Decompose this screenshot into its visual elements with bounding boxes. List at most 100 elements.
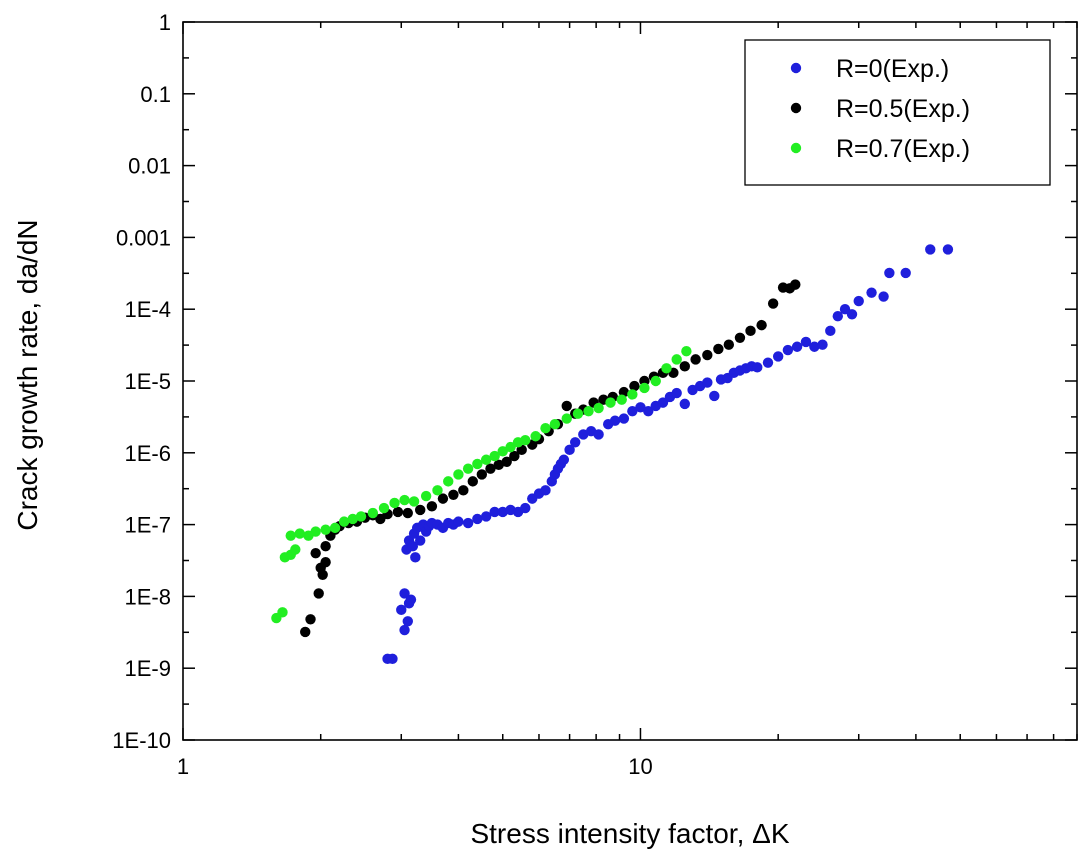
y-tick-label: 0.1 [140, 82, 171, 107]
data-point [489, 450, 500, 462]
data-point [878, 291, 889, 302]
y-tick-label: 1E-8 [125, 584, 171, 609]
data-point [505, 441, 516, 453]
y-tick-label: 1E-7 [125, 513, 171, 538]
legend-label: R=0(Exp.) [836, 55, 949, 83]
data-point [317, 569, 328, 580]
data-point [650, 375, 661, 387]
data-point [489, 506, 500, 518]
data-point [564, 444, 575, 456]
data-point [635, 402, 646, 413]
legend-marker [790, 102, 802, 114]
data-point [709, 390, 720, 402]
data-point [627, 405, 638, 417]
data-point [723, 339, 735, 350]
data-point [285, 530, 296, 541]
data-point [378, 502, 390, 514]
data-point [402, 507, 413, 519]
data-point [846, 309, 858, 320]
data-point [671, 387, 682, 399]
data-point [387, 653, 398, 665]
data-point [657, 397, 669, 408]
data-point [530, 431, 541, 442]
data-point [509, 450, 520, 462]
data-point [825, 325, 836, 337]
data-point [942, 244, 954, 255]
data-point [679, 398, 690, 410]
y-tick-label: 0.01 [128, 154, 171, 179]
axes: 1 10 1 0.1 0.01 0.001 1E-4 1E-5 1E-6 1E-7 1E-8 1E-9… [112, 10, 1078, 779]
data-point [643, 405, 654, 417]
data-point [476, 469, 488, 480]
y-tick-label: 0.001 [116, 225, 171, 250]
data-point [832, 310, 844, 322]
data-point [734, 332, 746, 343]
data-point [561, 400, 572, 412]
data-point [437, 493, 449, 504]
data-point [320, 541, 331, 552]
data-point [399, 494, 410, 506]
data-point [756, 319, 767, 331]
data-point [405, 594, 417, 605]
data-point [472, 458, 483, 470]
data-point [448, 489, 459, 501]
data-point [399, 588, 410, 599]
data-point [294, 528, 305, 539]
legend: R=0(Exp.) R=0.5(Exp.) R=0.7(Exp.) [744, 39, 1051, 186]
data-point [338, 516, 350, 527]
data-point [520, 502, 531, 514]
series-1 [300, 279, 801, 638]
data-point [432, 485, 443, 496]
data-point [407, 541, 419, 552]
data-point [616, 394, 627, 405]
data-point [300, 626, 311, 638]
data-point [549, 419, 561, 430]
data-point [443, 476, 454, 487]
data-point [702, 377, 713, 388]
data-point [866, 287, 877, 298]
data-point [679, 361, 690, 372]
data-point [402, 616, 413, 627]
x-tick-label: 1 [177, 754, 189, 779]
data-point [884, 267, 895, 279]
data-point [415, 535, 426, 546]
x-tick-label: 10 [628, 754, 652, 779]
legend-label: R=0.5(Exp.) [836, 95, 970, 123]
data-point [410, 552, 421, 563]
data-point [925, 244, 936, 255]
data-point [347, 513, 358, 525]
data-point [540, 423, 551, 434]
data-point [745, 325, 756, 337]
data-point [853, 295, 864, 307]
data-point [627, 389, 638, 400]
data-point [320, 556, 331, 568]
y-tick-label: 1E-4 [125, 297, 171, 322]
data-point [480, 511, 492, 522]
data-points [271, 244, 954, 665]
data-point [313, 588, 324, 599]
data-point [493, 459, 504, 471]
data-point [593, 429, 604, 440]
data-point [426, 501, 438, 512]
data-point [389, 497, 400, 509]
data-point [578, 429, 589, 440]
data-point [772, 351, 784, 362]
data-point [609, 415, 621, 426]
data-point [329, 522, 341, 534]
data-point [497, 506, 508, 518]
data-point [790, 279, 801, 290]
data-point [583, 405, 594, 417]
data-point [752, 362, 763, 373]
y-tick-label: 1E-6 [125, 441, 171, 466]
data-point [791, 341, 803, 352]
data-point [690, 354, 701, 365]
legend-label: R=0.7(Exp.) [836, 135, 970, 163]
y-tick-label: 1 [159, 10, 171, 35]
y-axis-title: Crack growth rate, da/dN [12, 219, 43, 530]
data-point [480, 454, 492, 465]
data-point [702, 349, 713, 361]
series-2 [271, 346, 692, 624]
data-point [570, 437, 581, 448]
data-point [453, 469, 464, 480]
